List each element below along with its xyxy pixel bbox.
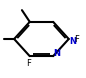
Text: F: F [74,34,79,44]
Text: F: F [26,59,31,68]
Text: N: N [54,49,61,58]
Text: N: N [69,37,76,46]
